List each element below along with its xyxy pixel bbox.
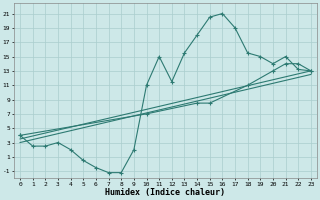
X-axis label: Humidex (Indice chaleur): Humidex (Indice chaleur) <box>106 188 226 197</box>
